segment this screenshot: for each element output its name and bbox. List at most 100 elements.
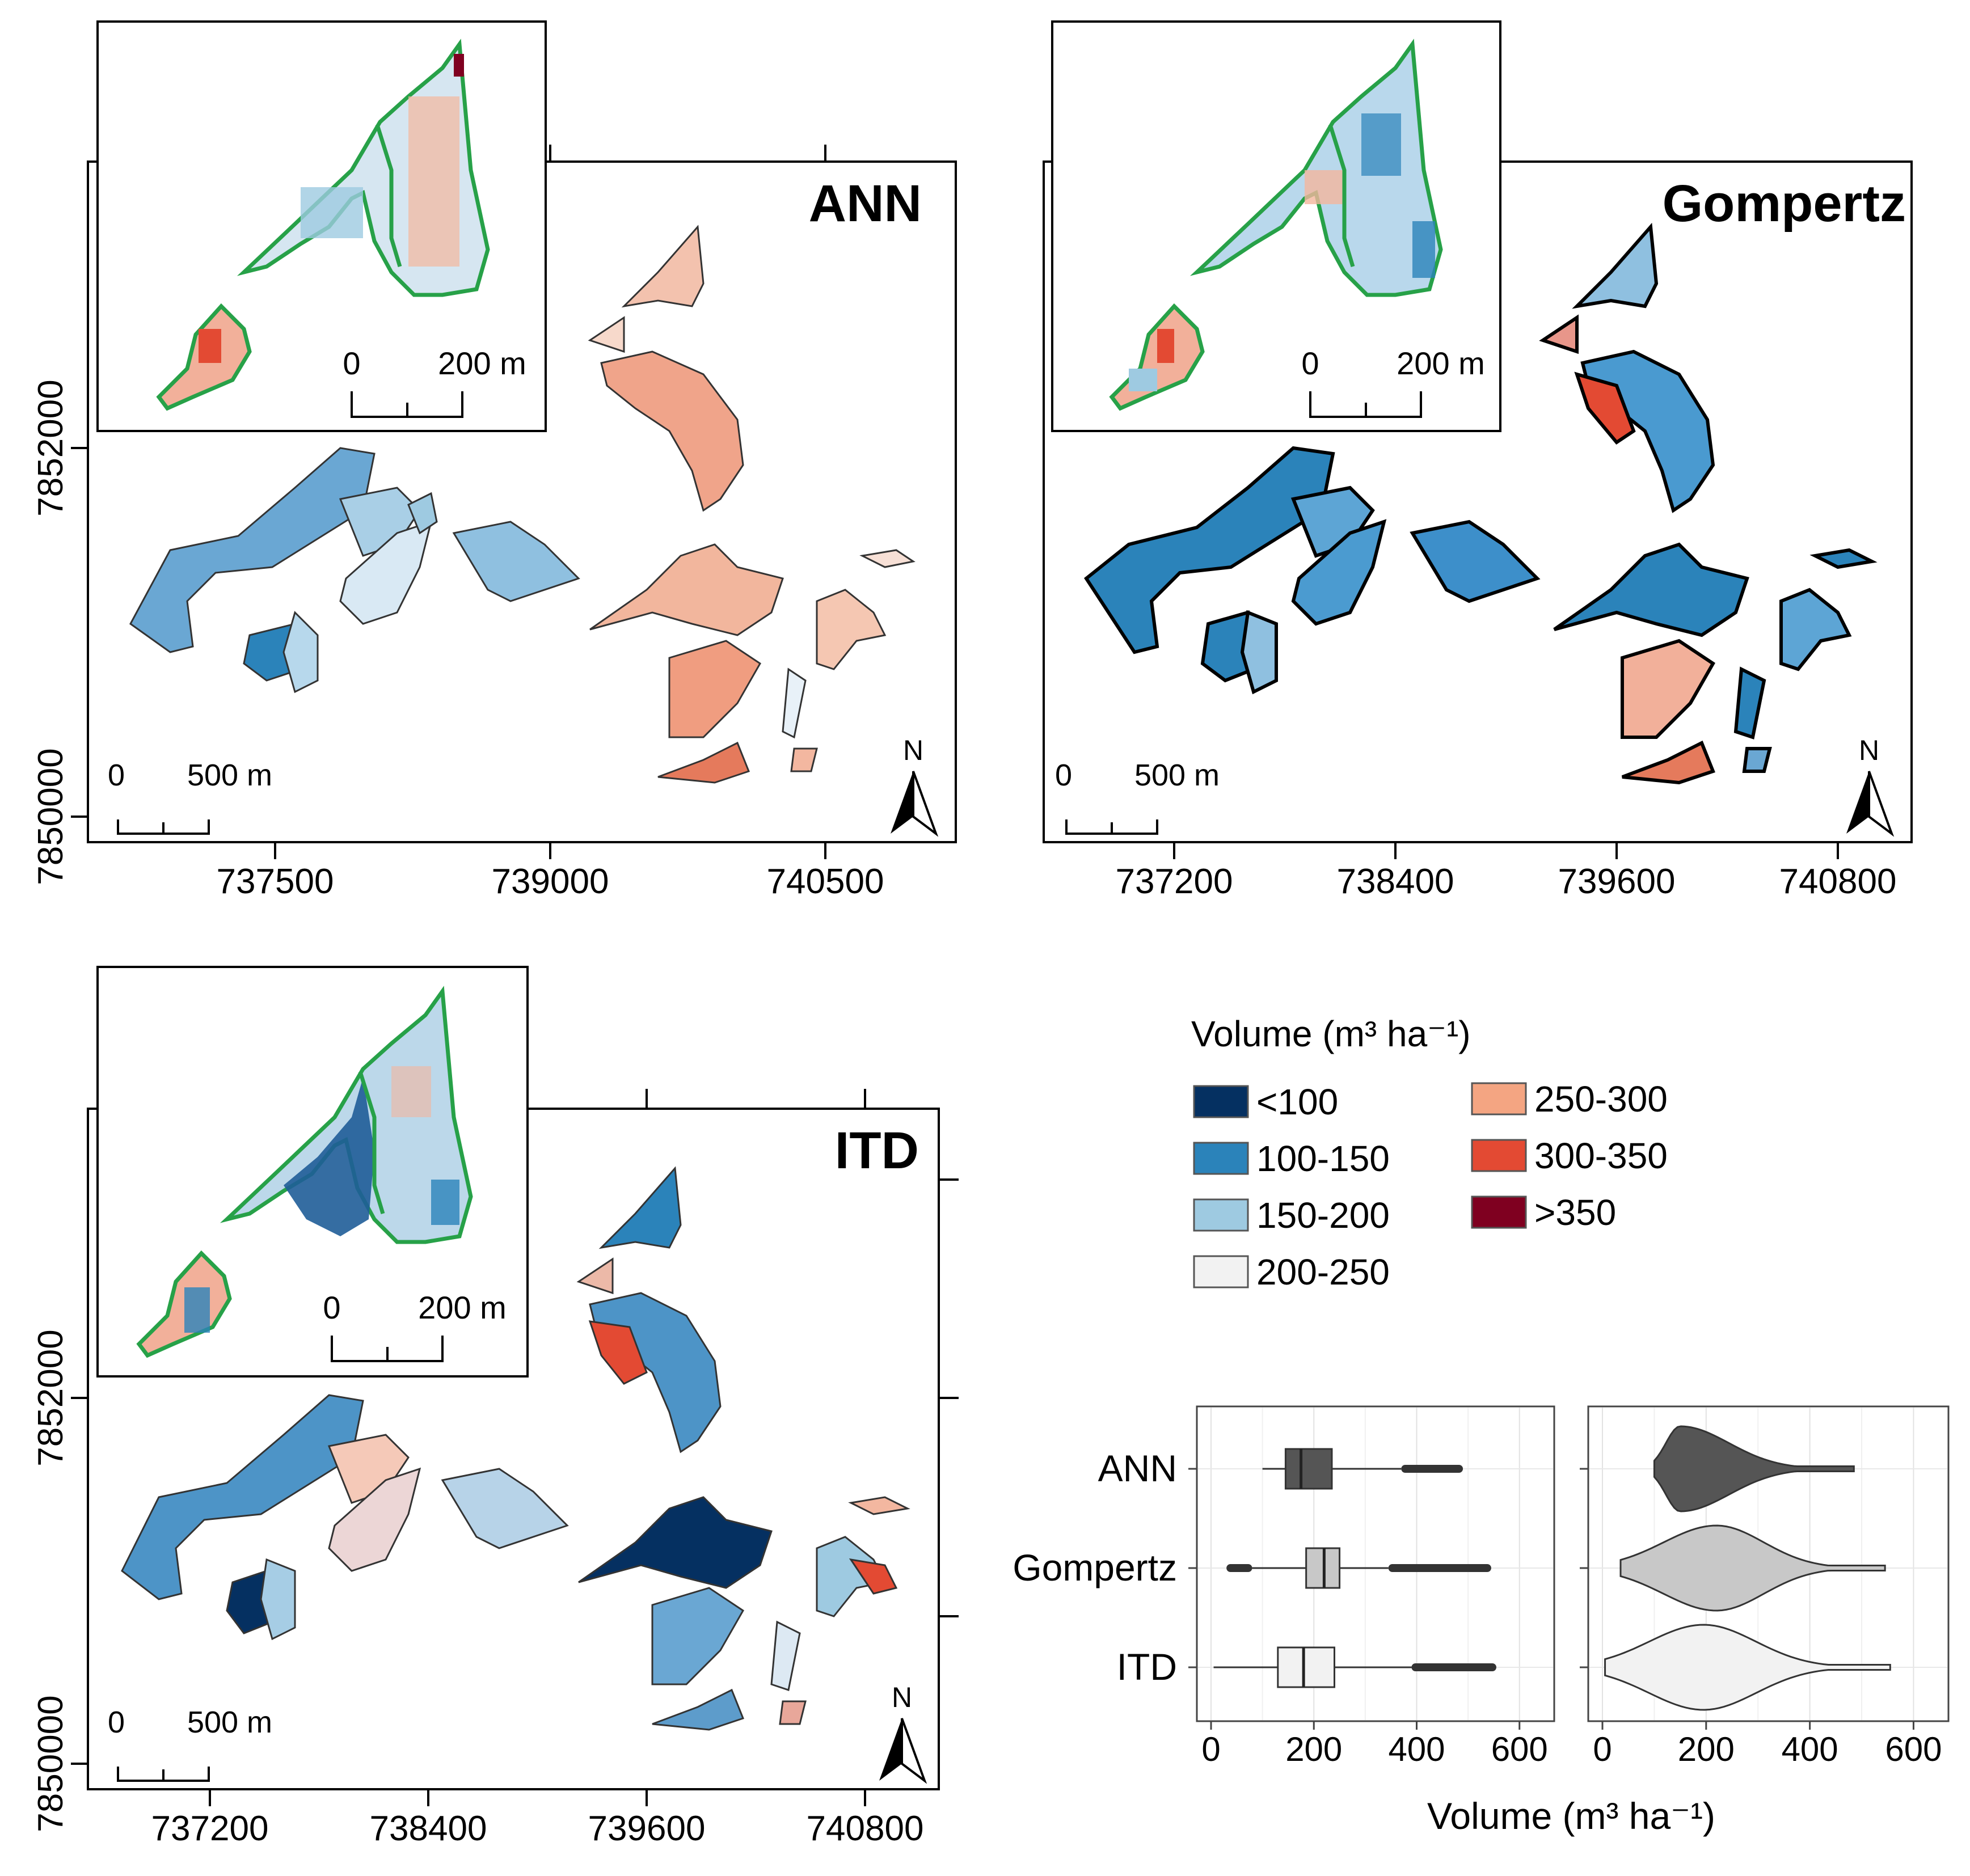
stand-polygon — [328, 1467, 421, 1572]
stand-polygon — [600, 350, 744, 512]
outlier-points — [1401, 1465, 1463, 1473]
category-label: Gompertz — [1013, 1547, 1177, 1588]
stand-polygon — [1574, 371, 1636, 445]
legend-item: 150-200 — [1193, 1195, 1390, 1236]
stand-polygon — [441, 1468, 569, 1549]
stand-polygon — [1240, 610, 1278, 695]
inset-scale-zero: 0 — [1301, 345, 1319, 381]
legend-item: 250-300 — [1471, 1079, 1668, 1119]
x-tick-label: 600 — [1885, 1730, 1942, 1768]
inset-cell-patch — [284, 1078, 374, 1236]
stand-polygon — [1539, 314, 1579, 354]
stand-polygon — [1200, 610, 1256, 683]
forest-stands — [1083, 222, 1878, 785]
stand-polygon — [848, 1496, 910, 1515]
inset-cell-patch — [1305, 170, 1344, 204]
violin-itd — [1604, 1624, 1891, 1711]
scale-zero-label: 0 — [108, 1705, 125, 1739]
stand-polygon — [657, 741, 750, 784]
inset-scale-distance: 200 m — [438, 345, 526, 381]
plot-area — [1196, 1405, 1555, 1722]
stand-polygon — [1553, 542, 1749, 637]
scale-distance-label: 500 m — [1134, 758, 1220, 792]
north-label: N — [903, 734, 923, 766]
legend-swatch — [1471, 1082, 1527, 1116]
stand-polygon — [339, 520, 433, 625]
forest-stands — [121, 1166, 910, 1731]
legend-title: Volume (m³ ha⁻¹) — [1191, 1013, 1471, 1054]
legend-swatch — [1471, 1139, 1527, 1172]
stand-polygon — [1733, 666, 1766, 740]
stand-polygon — [651, 1587, 744, 1685]
inset-map: 0 200 m — [1109, 39, 1485, 418]
inset-cell-patch — [408, 96, 459, 267]
stand-polygon — [816, 589, 887, 670]
inset-map: 0 200 m — [136, 986, 507, 1362]
panel-title: Gompertz — [1663, 175, 1906, 233]
panel-itd: 7852000 7850000 737200 738400 739600 740… — [31, 966, 959, 1848]
violin-gompertz — [1619, 1524, 1886, 1612]
inset-cell-patch — [199, 329, 221, 363]
category-label: ANN — [1098, 1447, 1177, 1489]
x-tick-label: 737500 — [217, 862, 334, 901]
forest-stands — [129, 225, 916, 784]
inset-cell-patch — [1412, 221, 1435, 278]
stand-polygon — [1809, 548, 1878, 569]
stand-polygon — [260, 1558, 296, 1641]
legend-item: >350 — [1471, 1192, 1616, 1233]
inset-scale-distance: 200 m — [418, 1290, 507, 1325]
box-itd — [1277, 1646, 1335, 1688]
inset-cell-patch — [1129, 369, 1157, 391]
stand-polygon — [1621, 740, 1715, 785]
outlier-points — [1411, 1663, 1496, 1671]
x-tick-label: 400 — [1388, 1730, 1445, 1768]
stand-polygon — [588, 316, 625, 353]
stand-polygon — [1572, 222, 1659, 309]
stand-polygon — [782, 667, 807, 739]
stand-polygon — [779, 1700, 807, 1725]
stand-polygon — [668, 640, 761, 738]
x-tick-label: 740500 — [767, 862, 884, 901]
scale-zero-label: 0 — [1055, 758, 1072, 792]
legend-swatch — [1193, 1142, 1249, 1175]
boxplot-panel: 0 200 400 600 ANN Gompertz ITD — [1013, 1405, 1555, 1768]
x-tick-label: 0 — [1593, 1730, 1612, 1768]
x-tick-label: 737200 — [151, 1809, 269, 1848]
inset-scale-zero: 0 — [343, 345, 360, 381]
inset-scale-zero: 0 — [323, 1290, 340, 1325]
legend: Volume (m³ ha⁻¹) <100 100-150 150-200 20… — [1191, 1013, 1668, 1292]
inset-path-line — [358, 1071, 385, 1215]
legend-label: 200-250 — [1256, 1252, 1390, 1292]
scale-zero-label: 0 — [108, 758, 125, 792]
x-tick-label: 200 — [1678, 1730, 1735, 1768]
inset-scale-distance: 200 m — [1397, 345, 1485, 381]
stand-polygon — [407, 492, 438, 535]
stand-polygon — [243, 623, 302, 682]
violin-panel: 0 200 400 600 — [1580, 1405, 1950, 1768]
inset-cell-patch — [301, 187, 363, 238]
legend-swatch — [1471, 1195, 1527, 1229]
category-labels: ANN Gompertz ITD — [1013, 1447, 1197, 1688]
north-label: N — [1859, 734, 1879, 766]
stand-polygon — [849, 1558, 898, 1595]
box-marks — [1213, 1448, 1496, 1688]
violin-ann — [1653, 1425, 1855, 1512]
legend-label: 250-300 — [1534, 1079, 1668, 1119]
legend-item: 100-150 — [1193, 1138, 1390, 1179]
stand-polygon — [576, 1257, 614, 1295]
legend-swatch — [1193, 1085, 1249, 1118]
x-tick-label: 739600 — [1558, 862, 1676, 901]
main-scale-bar: 0 500 m — [108, 758, 272, 835]
panel-ann: 7852000 7850000 737500 739000 740500 ANN — [31, 20, 957, 901]
legend-swatch — [1193, 1255, 1249, 1288]
legend-swatch — [1193, 1198, 1249, 1232]
stand-polygon — [1291, 519, 1387, 626]
stand-polygon — [1083, 446, 1335, 654]
x-tick-label: 738400 — [370, 1809, 487, 1848]
legend-label: 100-150 — [1256, 1138, 1390, 1179]
y-tick-label: 7852000 — [31, 1329, 70, 1466]
x-tick-label: 737200 — [1116, 862, 1233, 901]
stand-polygon — [1742, 747, 1772, 773]
inset-cell-patch — [431, 1180, 459, 1225]
north-arrow-icon: N — [1846, 734, 1895, 837]
